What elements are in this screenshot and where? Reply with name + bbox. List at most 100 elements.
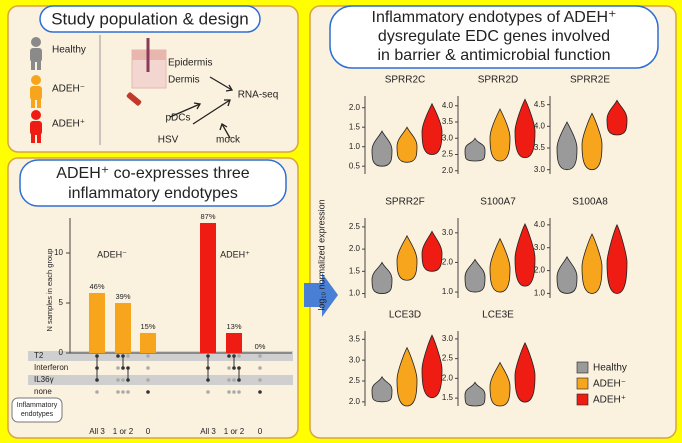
panel-title: Inflammatory endotypes of ADEH⁺ [372, 9, 617, 26]
y-tick-label: 3.0 [534, 165, 546, 174]
design-icons [30, 35, 234, 145]
y-tick-label: 1.0 [534, 289, 546, 298]
percent-label: 87% [200, 212, 215, 221]
percent-label: 0% [255, 342, 266, 351]
y-tick-label: 2.0 [442, 258, 454, 267]
gene-title: LCE3E [482, 310, 514, 321]
matrix-dot [126, 354, 130, 358]
violin [396, 346, 418, 407]
y-tick-label: 3.5 [442, 117, 454, 126]
legend-swatch [576, 377, 589, 390]
y-tick-label: 3.5 [534, 143, 546, 152]
matrix-dot [126, 390, 130, 394]
group-label: ADEH⁻ [52, 84, 85, 95]
y-tick-label: 1.0 [349, 289, 361, 298]
panel-title: inflammatory endotypes [68, 185, 238, 202]
group-label: ADEH⁺ [220, 249, 250, 259]
assay-label: RNA-seq [238, 90, 279, 101]
y-tick-label: 2.5 [442, 150, 454, 159]
violin [514, 223, 536, 287]
violin [606, 99, 628, 136]
matrix-dot [237, 390, 241, 394]
violin [464, 381, 486, 407]
x-tick-label: All 3 [89, 427, 105, 436]
row-label: Interferon [34, 363, 68, 372]
y-tick-label: 4.0 [442, 101, 454, 110]
gene-title: SPRR2F [385, 197, 424, 208]
title-pill [39, 5, 261, 33]
y-tick-label: 0.5 [349, 161, 361, 170]
row-title-box [11, 397, 63, 423]
row-label: IL36γ [34, 375, 54, 384]
y-tick-label: 2.0 [349, 397, 361, 406]
percent-label: 39% [115, 292, 130, 301]
violin [421, 230, 443, 272]
y-tick-label: 1.0 [349, 142, 361, 151]
y-axis-label: log₁₀ normalized expression [316, 199, 326, 310]
matrix-dot [116, 366, 120, 370]
gene-title: SPRR2E [570, 75, 610, 86]
gene-title: S100A8 [572, 197, 608, 208]
gene-title: LCE3D [389, 310, 421, 321]
violin [464, 258, 486, 293]
group-label: Healthy [52, 45, 86, 56]
y-tick-label: 3.0 [442, 133, 454, 142]
matrix-dot [232, 390, 236, 394]
matrix-dot [258, 390, 262, 394]
bar [115, 303, 131, 353]
y-tick-label: 4.0 [534, 121, 546, 130]
y-tick-label: 4.5 [534, 100, 546, 109]
y-tick-label: 5 [59, 298, 64, 307]
matrix-dot [227, 366, 231, 370]
legend-swatch [576, 361, 589, 374]
violin [371, 130, 393, 167]
matrix-dot [146, 366, 150, 370]
violin [581, 233, 603, 294]
violin [489, 108, 511, 162]
gene-title: S100A7 [480, 197, 516, 208]
matrix-dot [206, 390, 210, 394]
violin [489, 237, 511, 293]
stimulus-label: mock [216, 135, 241, 146]
percent-label: 15% [140, 322, 155, 331]
matrix-dot [121, 378, 125, 382]
bar [226, 333, 242, 353]
panel-title: in barrier & antimicrobial function [378, 47, 611, 64]
y-tick-label: 1.5 [349, 266, 361, 275]
panel-title: dysregulate EDC genes involved [378, 28, 610, 45]
gene-title: SPRR2C [385, 75, 426, 86]
violin [514, 98, 536, 159]
x-tick-label: 0 [258, 427, 263, 436]
panel-title: ADEH⁺ co-expresses three [56, 165, 250, 182]
matrix-dot [227, 354, 231, 358]
percent-label: 13% [226, 322, 241, 331]
bar [140, 333, 156, 353]
title-pill [329, 5, 659, 69]
matrix-dot [121, 390, 125, 394]
y-axis-label: N samples in each group [45, 249, 54, 332]
matrix-dot [146, 354, 150, 358]
violin [556, 255, 578, 294]
row-title: endotypes [21, 411, 54, 418]
violin [581, 112, 603, 171]
matrix-dot [116, 354, 120, 358]
legend-label: ADEH⁻ [593, 379, 626, 390]
y-tick-label: 0 [59, 348, 64, 357]
tissue-label: Dermis [168, 75, 200, 86]
percent-label: 46% [89, 282, 104, 291]
stimulus-label: HSV [158, 135, 179, 146]
row-label: T2 [34, 351, 44, 360]
legend-label: Healthy [593, 363, 627, 374]
violin [421, 102, 443, 155]
y-tick-label: 1.5 [442, 393, 454, 402]
y-tick-label: 2.0 [442, 166, 454, 175]
matrix-dot [258, 366, 262, 370]
violin [396, 234, 418, 281]
y-tick-label: 2.5 [442, 354, 454, 363]
y-tick-label: 2.0 [349, 244, 361, 253]
y-tick-label: 3.0 [442, 334, 454, 343]
matrix-dot [258, 354, 262, 358]
violin [421, 334, 443, 399]
row-title: Inflammatory [17, 402, 58, 409]
